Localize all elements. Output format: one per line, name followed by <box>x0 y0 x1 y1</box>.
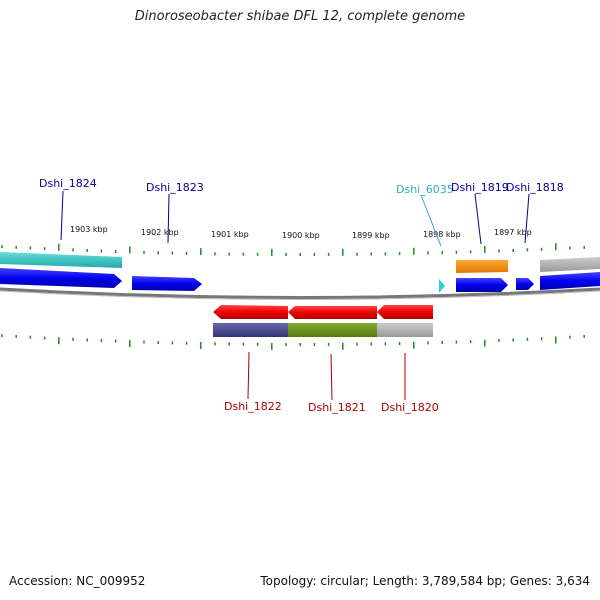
gene-label-dshi-1820[interactable]: Dshi_1820 <box>381 401 439 414</box>
tick-label: 1899 kbp <box>352 231 390 240</box>
tick-row-lower <box>1 334 585 350</box>
gene-label-dshi-1823[interactable]: Dshi_1823 <box>146 181 204 194</box>
tick-label: 1903 kbp <box>70 225 108 234</box>
feature-green-1821[interactable] <box>288 323 377 337</box>
genome-backbone <box>0 287 600 299</box>
gene-label-dshi-1819[interactable]: Dshi_1819 <box>451 181 509 194</box>
tick-labels: 1903 kbp 1902 kbp 1901 kbp 1900 kbp 1899… <box>70 225 532 240</box>
gene-dshi-1824[interactable] <box>0 268 122 288</box>
genome-stats: Topology: circular; Length: 3,789,584 bp… <box>260 574 590 588</box>
tick-label: 1898 kbp <box>423 230 461 239</box>
gene-label-dshi-1818[interactable]: Dshi_1818 <box>506 181 564 194</box>
tick-row-upper <box>1 243 585 256</box>
feature-orange-1819[interactable] <box>456 260 508 273</box>
tick-label: 1897 kbp <box>494 228 532 237</box>
rna-dshi-6035[interactable] <box>439 279 445 293</box>
map-title: Dinoroseobacter shibae DFL 12, complete … <box>134 9 466 24</box>
gene-label-dshi-6035[interactable]: Dshi_6035 <box>396 183 454 196</box>
gene-dshi-1821[interactable] <box>288 306 377 319</box>
feature-purple-1822[interactable] <box>213 323 288 337</box>
gene-dshi-1818[interactable] <box>540 272 600 290</box>
label-leader-lines <box>60 190 530 401</box>
gene-dshi-1819b[interactable] <box>516 278 534 290</box>
tick-label: 1901 kbp <box>211 230 249 239</box>
feature-cyan-1824[interactable] <box>0 252 122 268</box>
feature-gray-1820[interactable] <box>377 323 433 337</box>
feature-gray-1818[interactable] <box>540 257 600 272</box>
gene-dshi-1819[interactable] <box>456 278 508 292</box>
gene-dshi-1823[interactable] <box>132 276 202 291</box>
gene-label-dshi-1822[interactable]: Dshi_1822 <box>224 400 282 413</box>
genome-backbone-shadow <box>0 290 600 300</box>
tick-label: 1900 kbp <box>282 231 320 240</box>
gene-dshi-1820[interactable] <box>377 305 433 319</box>
gene-label-dshi-1824[interactable]: Dshi_1824 <box>39 177 97 190</box>
accession-label: Accession: NC_009952 <box>9 574 146 588</box>
gene-dshi-1822[interactable] <box>213 305 288 319</box>
tick-label: 1902 kbp <box>141 228 179 237</box>
gene-label-dshi-1821[interactable]: Dshi_1821 <box>308 401 366 414</box>
